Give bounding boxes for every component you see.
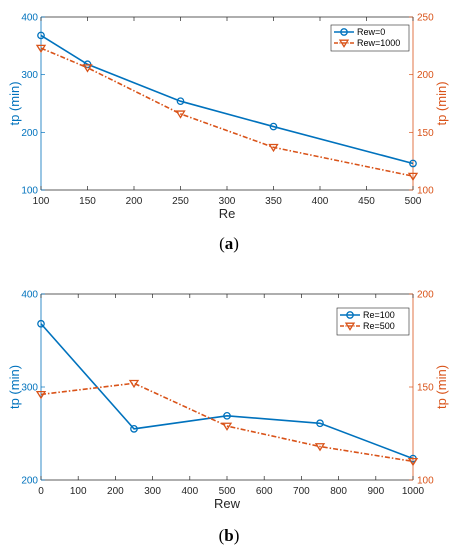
data-point [37, 319, 45, 328]
caption-b-open: ( [219, 526, 225, 545]
legend-entry: Re=100 [363, 310, 395, 320]
x-tick-label: 400 [181, 486, 198, 497]
x-tick-label: 800 [330, 486, 347, 497]
x-tick-label: 1000 [402, 486, 425, 497]
y-left-tick-label: 100 [21, 186, 38, 197]
x-tick-label: 450 [358, 196, 375, 207]
x-tick-label: 400 [312, 196, 329, 207]
data-point [175, 110, 186, 119]
x-tick-label: 150 [79, 196, 96, 207]
data-point [128, 379, 140, 389]
series-line [40, 323, 414, 460]
x-tick-label: 100 [70, 486, 87, 497]
series-line [40, 34, 414, 165]
data-point [223, 411, 231, 420]
legend-box [336, 307, 410, 336]
x-tick-label: 300 [219, 196, 236, 207]
data-point [314, 443, 326, 452]
x-tick-label: 100 [33, 196, 50, 207]
x-tick-label: 700 [293, 486, 310, 497]
x-tick-label: 200 [107, 486, 124, 497]
series-line [40, 382, 414, 463]
x-axis-label: Re [219, 206, 236, 221]
legend-entry: Rew=0 [357, 27, 385, 37]
caption-a: (a) [219, 234, 239, 253]
x-tick-label: 200 [126, 196, 143, 207]
y-right-tick-label: 100 [417, 186, 434, 197]
legend-swatch-marker [344, 322, 356, 331]
y-right-tick-label: 100 [417, 476, 434, 487]
x-tick-label: 250 [172, 196, 189, 207]
caption-b-close: ) [234, 526, 240, 545]
chart-b: 0 100 200 300 400 500 600 700 800 900 1000 200 300 40… [7, 290, 449, 512]
data-point [316, 419, 324, 428]
y-right-tick-label: 200 [417, 70, 434, 81]
x-tick-label: 0 [38, 486, 44, 497]
series-Re=100 [37, 319, 417, 463]
y-left-tick-label: 300 [21, 70, 38, 81]
x-tick-label: 900 [367, 486, 384, 497]
y-axis-right-label: tp (min) [434, 81, 449, 125]
series-Rew=1000 [35, 44, 419, 181]
data-point [37, 31, 45, 40]
caption-a-open: ( [219, 234, 225, 253]
chart-a: 100 150 200 250 300 350 400 450 5001002003004001… [7, 13, 449, 222]
y-right-tick-label: 150 [417, 128, 434, 139]
caption-b: (b) [219, 526, 240, 545]
data-point [269, 122, 278, 131]
caption-a-close: ) [233, 234, 239, 253]
data-point [268, 143, 279, 153]
legend-entry: Rew=1000 [357, 38, 400, 48]
x-tick-label: 500 [405, 196, 422, 207]
data-point [82, 64, 93, 73]
y-axis-right-label: tp (min) [434, 365, 449, 409]
x-axis-label: Rew [214, 496, 241, 511]
data-point [409, 159, 417, 168]
data-point [35, 44, 47, 53]
data-point [407, 172, 419, 181]
data-point [130, 424, 138, 433]
y-axis-left-label: tp (min) [7, 365, 22, 409]
y-left-tick-label: 300 [21, 383, 38, 394]
series-line [40, 47, 414, 177]
legend-entry: Re=500 [363, 321, 395, 331]
y-left-tick-label: 200 [21, 476, 38, 487]
y-left-tick-label: 400 [21, 13, 38, 24]
y-axis-left-label: tp (min) [7, 81, 22, 125]
legend-swatch-marker [338, 39, 350, 48]
legend-swatch-marker [340, 28, 348, 36]
data-point [35, 390, 47, 400]
data-point [221, 422, 233, 431]
y-right-tick-label: 250 [417, 13, 434, 24]
x-tick-label: 600 [256, 486, 273, 497]
series-Rew=0 [37, 31, 417, 168]
caption-a-letter: a [225, 234, 234, 253]
x-tick-label: 500 [219, 486, 236, 497]
y-left-tick-label: 400 [21, 290, 38, 301]
legend-swatch-marker [346, 311, 354, 319]
data-point [176, 97, 185, 106]
caption-b-letter: b [224, 526, 233, 545]
x-tick-label: 350 [265, 196, 282, 207]
y-right-tick-label: 150 [417, 383, 434, 394]
series-Re=500 [35, 379, 419, 467]
x-tick-label: 300 [144, 486, 161, 497]
y-left-tick-label: 200 [21, 128, 38, 139]
y-right-tick-label: 200 [417, 290, 434, 301]
data-point [407, 457, 419, 467]
